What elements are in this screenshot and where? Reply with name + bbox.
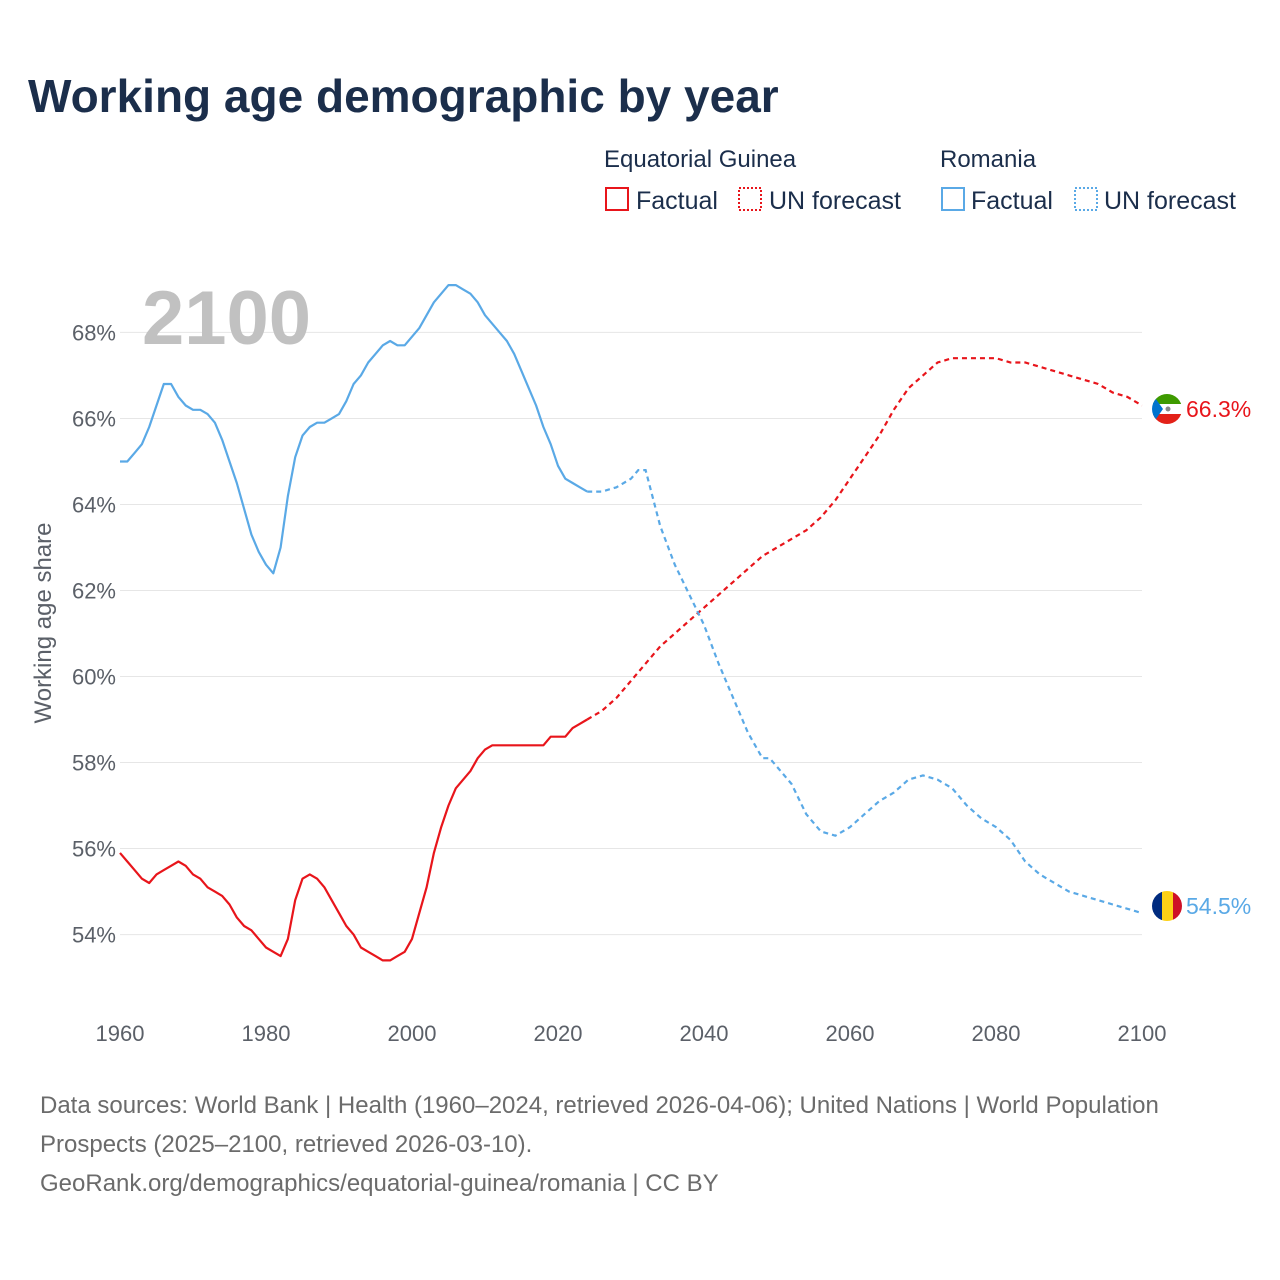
legend-group-equatorial-guinea: Equatorial Guinea xyxy=(604,146,797,173)
y-axis: 54% 56% 58% 60% 62% 64% 66% 68% xyxy=(72,320,116,947)
y-tick-label: 54% xyxy=(72,923,116,948)
y-tick-label: 66% xyxy=(72,406,116,431)
source-link: GeoRank.org/demographics/equatorial-guin… xyxy=(40,1170,719,1197)
x-tick-label: 2100 xyxy=(1118,1021,1167,1046)
series xyxy=(119,284,1143,962)
x-tick-label: 2060 xyxy=(826,1021,875,1046)
x-axis: 1960 1980 2000 2020 2040 2060 2080 2100 xyxy=(96,1021,1167,1046)
x-tick-label: 1980 xyxy=(242,1021,291,1046)
chart-title: Working age demographic by year xyxy=(28,70,779,122)
series-line-romania-forecast xyxy=(587,469,1143,915)
legend-swatch-eg-factual xyxy=(605,187,629,211)
flag-romania-icon xyxy=(1152,891,1182,921)
data-sources: Data sources: World Bank | Health (1960–… xyxy=(40,1092,1159,1158)
y-axis-label: Working age share xyxy=(30,523,57,724)
current-year-watermark: 2100 xyxy=(142,276,311,361)
y-tick-label: 68% xyxy=(72,320,116,345)
footer: Data sources: World Bank | Health (1960–… xyxy=(40,1086,1220,1203)
series-line-equatorial-guinea-forecast xyxy=(586,357,1143,721)
flag-equatorial-guinea-icon xyxy=(1152,394,1182,424)
legend-group-romania: Romania xyxy=(940,146,1037,173)
x-tick-label: 1960 xyxy=(96,1021,145,1046)
legend-swatch-ro-factual xyxy=(941,187,965,211)
y-tick-label: 56% xyxy=(72,837,116,862)
legend-label-ro-forecast: UN forecast xyxy=(1104,187,1236,215)
legend-swatch-eg-forecast xyxy=(738,187,762,211)
grid xyxy=(120,331,1142,936)
y-tick-label: 60% xyxy=(72,665,116,690)
x-tick-label: 2020 xyxy=(534,1021,583,1046)
legend-label-eg-factual: Factual xyxy=(636,187,718,215)
legend-label-eg-forecast: UN forecast xyxy=(769,187,901,215)
y-tick-label: 64% xyxy=(72,492,116,517)
legend: Equatorial Guinea Factual UN forecast Ro… xyxy=(604,146,1236,215)
y-tick-label: 58% xyxy=(72,751,116,776)
legend-swatch-ro-forecast xyxy=(1074,187,1098,211)
y-tick-label: 62% xyxy=(72,578,116,603)
series-line-equatorial-guinea-factual xyxy=(119,718,588,962)
x-tick-label: 2040 xyxy=(680,1021,729,1046)
end-label-romania: 54.5% xyxy=(1186,893,1251,919)
end-label-equatorial-guinea: 66.3% xyxy=(1186,396,1251,422)
x-tick-label: 2000 xyxy=(388,1021,437,1046)
legend-label-ro-factual: Factual xyxy=(971,187,1053,215)
x-tick-label: 2080 xyxy=(972,1021,1021,1046)
series-line-romania-factual xyxy=(120,284,588,575)
